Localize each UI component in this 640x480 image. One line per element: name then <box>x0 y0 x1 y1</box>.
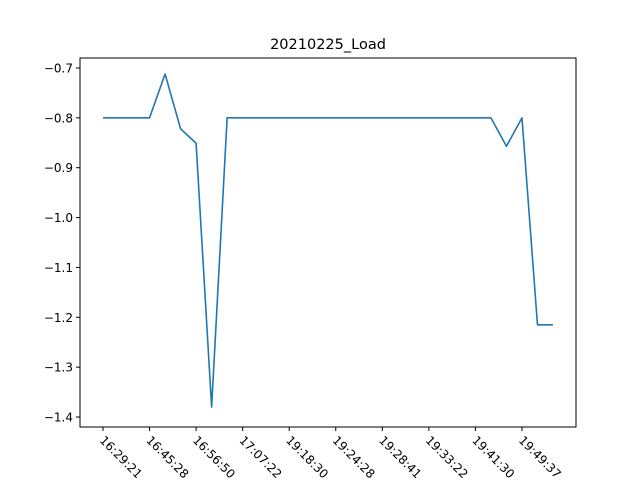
y-tick-label: −1.0 <box>44 211 73 225</box>
y-tick-label: −1.2 <box>44 311 73 325</box>
x-tick-label: 17:07:22 <box>237 433 285 480</box>
x-tick-label: 19:18:30 <box>283 433 331 480</box>
y-axis: −0.7 −0.8 −0.9 −1.0 −1.1 −1.2 −1.3 −1.4 <box>44 61 80 425</box>
x-tick-label: 19:49:37 <box>516 433 564 480</box>
x-tick-label: 19:24:28 <box>330 433 378 480</box>
plot-area <box>80 58 576 427</box>
y-tick-label: −1.4 <box>44 411 73 425</box>
x-tick-label: 19:41:30 <box>469 433 517 480</box>
y-tick-label: −0.9 <box>44 161 73 175</box>
x-tick-label: 19:28:41 <box>376 433 424 480</box>
y-tick-label: −1.3 <box>44 361 73 375</box>
chart-title: 20210225_Load <box>270 37 386 53</box>
plot-frame <box>79 57 577 428</box>
y-tick-label: −0.8 <box>44 111 73 125</box>
y-tick-label: −1.1 <box>44 261 73 275</box>
x-tick-label: 16:45:28 <box>143 433 191 480</box>
x-tick-label: 19:33:22 <box>423 433 471 480</box>
y-tick-label: −0.7 <box>44 61 73 75</box>
x-axis: 16:29:2116:45:2816:56:5017:07:2219:18:30… <box>97 427 564 480</box>
x-tick-label: 16:29:21 <box>97 433 145 480</box>
x-tick-label: 16:56:50 <box>190 433 238 480</box>
series-line <box>103 73 553 408</box>
